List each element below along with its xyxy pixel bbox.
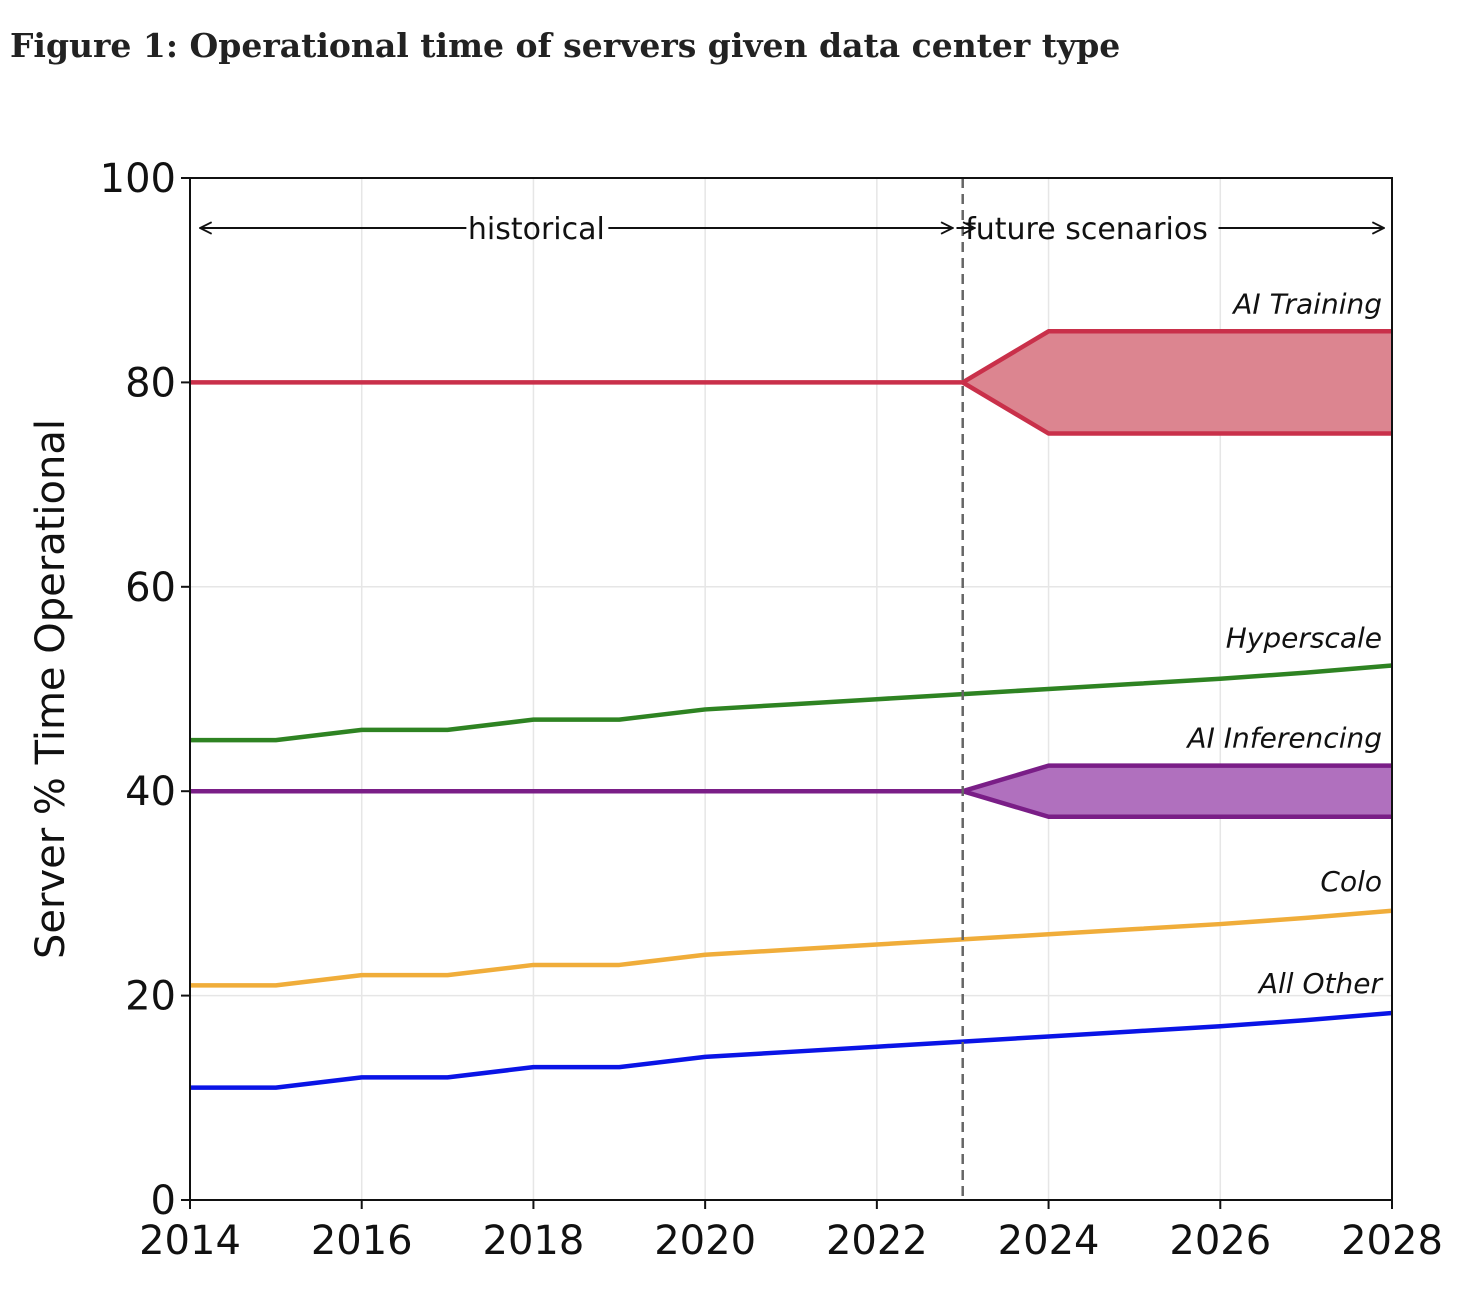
ai-inferencing-band-upper: [962, 763, 1392, 794]
x-tick-label-2016: 2016: [311, 1218, 413, 1264]
hyperscale-line: [190, 663, 1393, 743]
y-axis-title: Server % Time Operational: [28, 419, 74, 959]
x-tick-label-2028: 2028: [1341, 1218, 1443, 1264]
plot-frame: [189, 177, 1393, 1201]
ai-inferencing-label: AI Inferencing: [1185, 722, 1382, 755]
x-tick-label-2024: 2024: [998, 1218, 1100, 1264]
y-tick-label-60: 60: [125, 565, 176, 611]
y-tick-label-0: 0: [151, 1178, 176, 1224]
ai-inferencing-band-lower: [962, 789, 1392, 819]
y-tick-label-40: 40: [125, 769, 176, 815]
colo-label: Colo: [1320, 865, 1382, 898]
y-tick-label-100: 100: [100, 156, 176, 202]
y-tick-label-80: 80: [125, 360, 176, 406]
hyperscale-label: Hyperscale: [1226, 621, 1382, 654]
all-other-label: All Other: [1257, 967, 1384, 1000]
historical-label: historical: [468, 212, 605, 247]
y-tick-label-20: 20: [125, 974, 176, 1020]
x-tick-label-2026: 2026: [1169, 1218, 1271, 1264]
x-tick-label-2022: 2022: [826, 1218, 928, 1264]
x-tick-label-2020: 2020: [654, 1218, 756, 1264]
all-other-line: [190, 1010, 1393, 1090]
ai-training-band-upper: [961, 329, 1392, 385]
future-scenarios-label: future scenarios: [965, 212, 1208, 247]
ai-training-band-lower: [961, 380, 1392, 436]
ai-inferencing-band-area: [962, 765, 1392, 817]
ai-training-label: AI Training: [1231, 287, 1382, 320]
x-tick-label-2018: 2018: [483, 1218, 585, 1264]
ai-training-band-area: [962, 331, 1392, 434]
figure-title: Figure 1: Operational time of servers gi…: [10, 26, 1121, 65]
colo-line: [190, 908, 1393, 988]
x-tick-label-2014: 2014: [139, 1218, 241, 1264]
